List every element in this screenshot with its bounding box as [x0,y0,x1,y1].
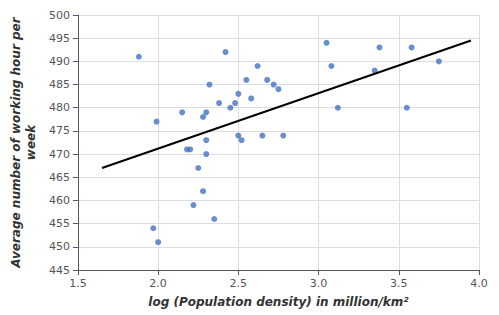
svg-text:445: 445 [49,264,70,277]
svg-text:470: 470 [49,148,70,161]
svg-text:Average number of working hour: Average number of working hour per [9,16,23,268]
svg-text:4.0: 4.0 [470,277,488,290]
svg-text:3.5: 3.5 [390,277,408,290]
svg-text:495: 495 [49,32,70,45]
svg-text:480: 480 [49,101,70,114]
svg-text:450: 450 [49,240,70,253]
svg-text:2.5: 2.5 [230,277,248,290]
svg-text:week: week [24,124,38,160]
svg-text:2.0: 2.0 [149,277,167,290]
svg-text:log (Population density) in mi: log (Population density) in million/km² [148,295,409,309]
svg-text:490: 490 [49,55,70,68]
svg-text:500: 500 [49,9,70,22]
svg-text:460: 460 [49,194,70,207]
svg-text:3.0: 3.0 [310,277,328,290]
svg-text:475: 475 [49,124,70,137]
svg-text:455: 455 [49,217,70,230]
svg-text:485: 485 [49,78,70,91]
svg-text:1.5: 1.5 [69,277,87,290]
svg-text:465: 465 [49,171,70,184]
